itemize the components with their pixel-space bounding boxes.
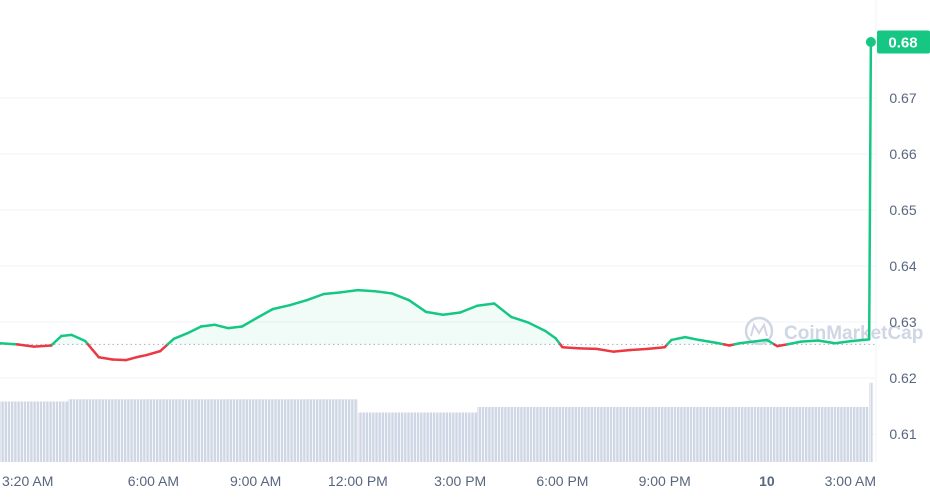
watermark: CoinMarketCap xyxy=(744,316,923,346)
price-line-segment xyxy=(271,303,291,311)
price-line-segment xyxy=(527,321,547,333)
y-tick-label: 0.67 xyxy=(889,90,916,106)
price-line-segment xyxy=(612,348,632,353)
price-line-segment xyxy=(135,353,148,359)
x-tick-label: 12:00 PM xyxy=(328,473,388,489)
price-line-segment xyxy=(124,356,138,362)
price-line-segment xyxy=(86,343,101,359)
price-line-segment xyxy=(475,302,496,308)
price-line-segment xyxy=(752,338,769,343)
price-line-segment xyxy=(322,291,343,296)
price-line-segment xyxy=(492,302,513,319)
price-badge: 0.68 xyxy=(877,30,930,54)
volume-bar xyxy=(357,412,478,462)
price-line-segment xyxy=(158,343,169,353)
price-badge-label: 0.68 xyxy=(888,35,917,52)
x-tick-label: 9:00 PM xyxy=(639,473,691,489)
y-axis-labels: 0.61 0.62 0.63 0.64 0.65 0.66 0.67 xyxy=(889,90,916,442)
volume-bar xyxy=(0,401,69,462)
coinmarketcap-logo-icon xyxy=(744,316,774,346)
price-line xyxy=(0,40,873,362)
y-tick-label: 0.62 xyxy=(889,370,916,386)
price-line-segment xyxy=(213,323,230,330)
price-line-segment xyxy=(765,338,776,346)
price-line-segment xyxy=(407,298,428,314)
y-tick-label: 0.65 xyxy=(889,202,916,218)
price-line-segment xyxy=(510,315,530,324)
price-line-segment xyxy=(166,337,176,346)
coinmarketcap-logo-mark xyxy=(750,322,768,337)
price-line-segment xyxy=(32,344,53,348)
x-tick-label: 6:00 AM xyxy=(128,473,179,489)
price-line-segment xyxy=(70,333,87,343)
watermark-text: CoinMarketCap xyxy=(784,323,923,344)
price-line-segment xyxy=(867,40,873,341)
price-area xyxy=(0,290,870,345)
price-line-segment xyxy=(646,345,666,351)
price-line-segment xyxy=(51,334,63,346)
x-tick-label: 9:00 AM xyxy=(230,473,281,489)
price-line-segment xyxy=(15,343,36,348)
price-line-segment xyxy=(172,331,189,341)
price-line-segment xyxy=(60,333,73,338)
price-badge-background xyxy=(877,30,930,54)
y-tick-label: 0.64 xyxy=(889,258,916,274)
price-line-segment xyxy=(111,358,128,362)
x-tick-label: 6:00 PM xyxy=(536,473,588,489)
price-line-segment xyxy=(0,342,19,346)
price-line-segment xyxy=(288,298,309,307)
price-line-segment xyxy=(441,311,462,316)
price-line-segment xyxy=(697,338,718,344)
price-line-segment xyxy=(775,343,789,348)
price-line-segment xyxy=(714,341,726,346)
price-line-segment xyxy=(305,292,326,302)
price-line-segment xyxy=(850,338,871,343)
price-line-segment xyxy=(561,345,581,350)
price-line-segment xyxy=(458,304,479,314)
price-line-segment xyxy=(339,288,360,294)
price-line-segment xyxy=(424,310,445,316)
price-line-segment xyxy=(629,347,649,352)
price-line-segment xyxy=(738,340,755,345)
price-line-segment xyxy=(97,356,114,361)
volume-bars xyxy=(0,382,873,462)
price-line-segment xyxy=(554,336,562,346)
grid-lines xyxy=(0,0,877,462)
price-line-segment xyxy=(227,325,244,330)
price-line-segment xyxy=(390,292,411,302)
price-line-segment xyxy=(683,335,701,342)
price-line-segment xyxy=(186,325,203,335)
price-line-segment xyxy=(670,335,687,342)
price-line-segment xyxy=(145,349,162,357)
price-line-segment xyxy=(833,339,854,345)
price-area-fill xyxy=(0,290,870,345)
price-line-segment xyxy=(356,288,377,293)
price-line-segment xyxy=(240,317,257,328)
price-line-segment xyxy=(799,339,820,343)
price-line-segment xyxy=(199,323,216,328)
x-tick-label: 3:00 PM xyxy=(434,473,486,489)
volume-bar xyxy=(869,382,873,462)
price-line-segment xyxy=(254,307,274,320)
y-tick-label: 0.63 xyxy=(889,314,916,330)
y-tick-label: 0.66 xyxy=(889,146,916,162)
price-line-segment xyxy=(373,289,394,295)
x-tick-label: 3:20 AM xyxy=(2,473,53,489)
y-tick-label: 0.61 xyxy=(889,426,916,442)
last-price-point xyxy=(865,37,876,47)
price-line-segment xyxy=(544,329,557,340)
x-tick-label: 10 xyxy=(759,473,775,489)
price-line-segment xyxy=(816,339,837,345)
price-line-segment xyxy=(786,340,803,346)
x-axis-labels: 3:20 AM 6:00 AM 9:00 AM 12:00 PM 3:00 PM 6:00… xyxy=(2,473,876,489)
price-line-segment xyxy=(578,347,598,351)
price-line-segment xyxy=(595,347,615,353)
x-tick-label: 3:00 AM xyxy=(825,473,876,489)
